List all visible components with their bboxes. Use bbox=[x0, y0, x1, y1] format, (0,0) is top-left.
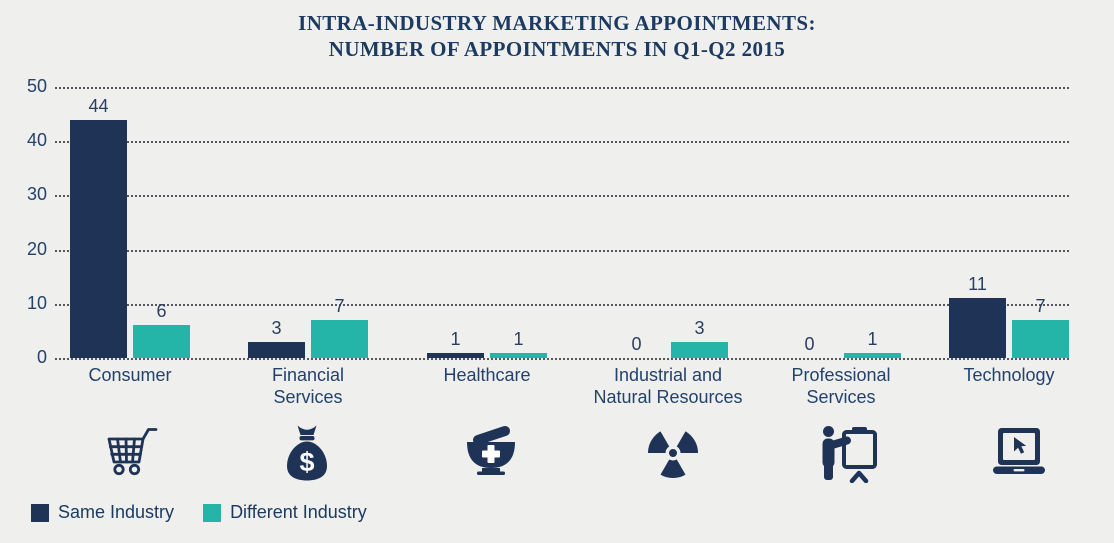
category-label-professional-services: Professional Services bbox=[791, 365, 891, 407]
bar-value-label: 44 bbox=[88, 95, 109, 116]
bar-different-industry-consumer bbox=[133, 325, 190, 358]
chart-title-line1: INTRA-INDUSTRY MARKETING APPOINTMENTS: bbox=[298, 11, 816, 35]
bar-different-industry-healthcare bbox=[490, 352, 547, 358]
y-axis-tick-30: 30 bbox=[26, 184, 47, 205]
mortar-pestle-icon bbox=[461, 423, 521, 483]
bar-different-industry-financial-services bbox=[311, 320, 368, 358]
category-label-healthcare: Healthcare bbox=[443, 365, 531, 385]
category-label-technology: Technology bbox=[963, 365, 1055, 385]
shopping-cart-icon bbox=[102, 423, 162, 483]
bar-value-label: 11 bbox=[968, 274, 987, 295]
legend-label-same-industry: Same Industry bbox=[58, 502, 175, 522]
y-axis-tick-50: 50 bbox=[26, 76, 47, 96]
radiation-icon bbox=[643, 423, 703, 483]
bar-value-label: 1 bbox=[513, 328, 524, 349]
gridline-20 bbox=[55, 249, 1069, 252]
bar-value-label: 3 bbox=[271, 317, 282, 338]
gridline-30 bbox=[55, 195, 1069, 198]
bar-value-label: 1 bbox=[867, 328, 878, 349]
money-bag-icon: $ bbox=[277, 423, 337, 483]
bar-value-label: 0 bbox=[804, 334, 815, 354]
bar-same-industry-healthcare bbox=[427, 352, 484, 358]
category-label-financial-services: Financial Services bbox=[271, 365, 345, 407]
bar-value-label: 7 bbox=[1035, 296, 1046, 317]
gridline-10 bbox=[55, 303, 1069, 306]
chart-title: INTRA-INDUSTRY MARKETING APPOINTMENTS: N… bbox=[0, 10, 1114, 62]
bar-same-industry-consumer bbox=[70, 119, 127, 358]
bar-value-label: 1 bbox=[450, 328, 461, 349]
legend-swatch-different-industry bbox=[203, 503, 222, 522]
gridline-40 bbox=[55, 141, 1069, 144]
chart-title-line2: NUMBER OF APPOINTMENTS IN Q1-Q2 2015 bbox=[328, 37, 786, 61]
category-label-industrial-and-natural-resources: Industrial and Natural Resources bbox=[593, 365, 743, 407]
y-axis-tick-20: 20 bbox=[26, 238, 47, 259]
bar-same-industry-financial-services bbox=[248, 341, 305, 358]
bar-value-label: 6 bbox=[156, 301, 167, 322]
bar-value-label: 0 bbox=[631, 334, 642, 354]
y-axis-tick-10: 10 bbox=[26, 292, 47, 313]
legend-label-different-industry: Different Industry bbox=[230, 502, 367, 522]
category-label-consumer: Consumer bbox=[88, 365, 172, 385]
y-axis-tick-40: 40 bbox=[26, 130, 47, 151]
gridline-0 bbox=[55, 358, 1069, 360]
bar-value-label: 3 bbox=[694, 317, 705, 338]
presenter-icon bbox=[819, 423, 879, 483]
chart-legend: Same Industry Different Industry bbox=[31, 502, 367, 523]
laptop-cursor-icon bbox=[989, 423, 1049, 483]
bar-value-label: 7 bbox=[334, 296, 345, 317]
legend-swatch-same-industry bbox=[31, 503, 49, 522]
y-axis-tick-0: 0 bbox=[36, 347, 47, 367]
bar-same-industry-technology bbox=[949, 298, 1006, 358]
bar-different-industry-technology bbox=[1012, 320, 1069, 358]
gridline-50 bbox=[55, 87, 1069, 89]
svg-text:$: $ bbox=[299, 447, 314, 477]
bar-different-industry-industrial-and-natural-resources bbox=[671, 341, 728, 358]
bar-different-industry-professional-services bbox=[844, 352, 901, 358]
